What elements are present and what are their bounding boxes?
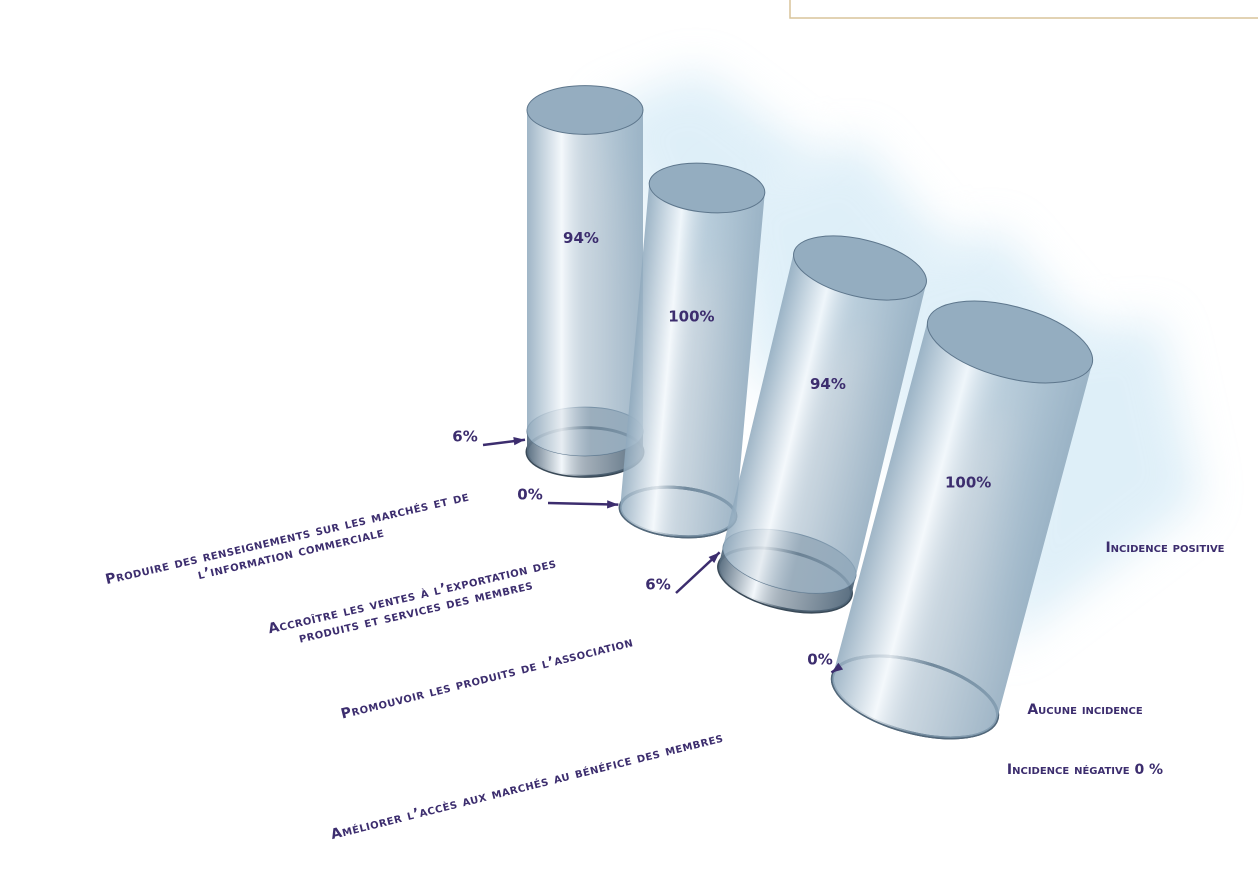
segment-top <box>648 162 766 214</box>
value-label: 0% <box>517 486 542 504</box>
legend-label: Incidence négative 0 % <box>1007 762 1163 778</box>
value-label: 6% <box>452 428 477 446</box>
arrow-head <box>708 552 720 564</box>
arrow-head <box>513 437 525 446</box>
value-label: 6% <box>645 576 670 594</box>
arrow <box>547 501 619 506</box>
value-label: 0% <box>807 651 832 669</box>
cylinder <box>830 300 1094 740</box>
segment <box>527 110 643 456</box>
segment <box>527 431 643 477</box>
value-label: 94% <box>810 375 846 393</box>
value-label: 94% <box>563 229 599 247</box>
segment <box>832 320 1093 738</box>
legend-label: Incidence positive <box>1105 540 1224 556</box>
segment-top <box>926 300 1094 384</box>
category-label: Accroître les ventes à l’exportation des… <box>267 555 558 646</box>
segment <box>723 252 927 594</box>
segment <box>620 182 765 537</box>
value-label: 100% <box>945 473 991 491</box>
cylinder <box>525 85 645 478</box>
arrow-head <box>831 662 844 673</box>
value-label: 100% <box>668 308 714 326</box>
segment-top <box>793 235 927 301</box>
segment-top <box>526 85 644 135</box>
cylinder <box>717 235 927 614</box>
arrow-head <box>607 500 619 509</box>
segment <box>718 545 856 612</box>
legend-label: Aucune incidence <box>1027 702 1142 718</box>
frame <box>789 0 1258 19</box>
cylinder <box>618 162 766 539</box>
